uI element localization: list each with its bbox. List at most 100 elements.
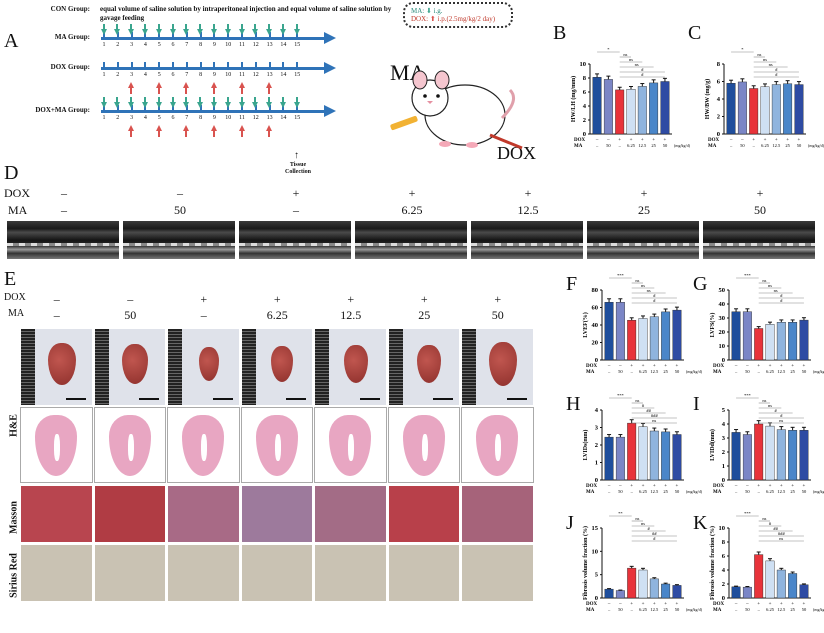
day-tick xyxy=(103,62,105,68)
svg-text:ns: ns xyxy=(635,278,639,283)
echocardiogram-image xyxy=(122,220,236,260)
masson-stain-image xyxy=(93,485,166,543)
d-ma-value: 6.25 xyxy=(401,203,423,217)
svg-text:50: 50 xyxy=(719,287,726,294)
svg-text:30: 30 xyxy=(719,315,726,322)
dox-dose-arrow-icon xyxy=(128,82,135,94)
svg-text:6.25: 6.25 xyxy=(766,369,775,374)
sirius-red-stain-image xyxy=(93,544,166,602)
day-number: 9 xyxy=(212,42,216,48)
day-tick xyxy=(254,32,257,38)
day-number: 12 xyxy=(252,72,259,78)
dox-dose-arrow-icon xyxy=(155,82,162,94)
svg-text:–: – xyxy=(752,143,756,148)
ma-dose-arrow-icon xyxy=(210,24,217,35)
svg-text:3: 3 xyxy=(595,425,599,432)
d-dox-value: + xyxy=(292,186,300,200)
day-tick xyxy=(185,105,188,111)
svg-text:–: – xyxy=(734,364,738,369)
svg-text:+: + xyxy=(803,602,806,607)
day-tick xyxy=(199,105,202,111)
svg-text:12.5: 12.5 xyxy=(650,489,659,494)
day-tick xyxy=(282,32,285,38)
svg-text:+: + xyxy=(769,364,772,369)
svg-text:DOX: DOX xyxy=(713,602,725,607)
svg-text:5: 5 xyxy=(595,572,599,579)
svg-text:+: + xyxy=(676,602,679,607)
svg-text:+: + xyxy=(630,138,633,143)
svg-text:(mg/kg/d): (mg/kg/d) xyxy=(813,369,824,374)
ma-dose-arrow-icon xyxy=(114,24,121,35)
heart-photo xyxy=(20,328,93,406)
legend-ma-route: i.g. xyxy=(433,7,443,15)
con-group-text: equal volume of saline solution by intra… xyxy=(100,5,392,22)
svg-text:+: + xyxy=(664,484,667,489)
dox-dose-arrow-icon xyxy=(210,125,217,137)
svg-text:DOX: DOX xyxy=(586,364,598,369)
heart-specimen xyxy=(122,344,149,384)
svg-text:–: – xyxy=(618,364,622,369)
svg-text:–: – xyxy=(607,484,611,489)
masson-stain-image xyxy=(20,485,93,543)
svg-text:–: – xyxy=(607,607,611,612)
dox-dose-arrow-icon xyxy=(128,125,135,137)
sirius-red-stain-image xyxy=(240,544,313,602)
svg-text:MA: MA xyxy=(586,608,595,613)
svg-text:–: – xyxy=(630,607,634,612)
panel-letter-c: C xyxy=(688,22,702,44)
day-number: 2 xyxy=(116,42,120,48)
day-number: 3 xyxy=(130,42,134,48)
panel-letter-i: I xyxy=(693,393,700,415)
svg-text:ns: ns xyxy=(623,52,627,57)
svg-text:–: – xyxy=(734,484,738,489)
scale-bar xyxy=(212,398,233,400)
tissue-collection-label: Tissue Collection xyxy=(285,162,311,175)
day-number: 4 xyxy=(143,42,147,48)
svg-text:–: – xyxy=(607,489,611,494)
day-tick xyxy=(254,62,257,68)
svg-text:+: + xyxy=(664,138,667,143)
svg-text:6: 6 xyxy=(583,89,587,96)
day-tick xyxy=(241,105,243,111)
echocardiogram-image xyxy=(702,220,816,260)
heart-specimen xyxy=(198,347,219,381)
svg-text:+: + xyxy=(653,602,656,607)
day-number: 14 xyxy=(280,115,287,121)
svg-text:***: *** xyxy=(744,393,752,398)
d-ma-value: 50 xyxy=(174,203,186,217)
day-number: 2 xyxy=(116,72,120,78)
echocardiogram-image xyxy=(6,220,120,260)
svg-text:50: 50 xyxy=(745,369,750,374)
ma-dose-arrow-icon xyxy=(155,97,162,108)
svg-text:+: + xyxy=(641,138,644,143)
ma-dose-arrow-icon xyxy=(238,97,245,108)
d-ma-value: – xyxy=(61,203,67,217)
day-number: 1 xyxy=(102,72,106,78)
scale-bar xyxy=(506,398,527,400)
heart-specimen xyxy=(343,345,368,383)
svg-text:+: + xyxy=(642,484,645,489)
svg-text:–: – xyxy=(734,369,738,374)
he-stain-image xyxy=(93,407,166,483)
ma-dose-arrow-icon xyxy=(141,97,148,108)
svg-text:ns: ns xyxy=(768,283,772,288)
scale-bar xyxy=(433,398,453,400)
svg-text:6.25: 6.25 xyxy=(766,607,775,612)
svg-text:DOX: DOX xyxy=(586,484,598,489)
svg-text:***: *** xyxy=(744,273,752,278)
svg-text:DOX: DOX xyxy=(713,364,725,369)
svg-text:50: 50 xyxy=(663,143,668,148)
svg-text:–: – xyxy=(734,489,738,494)
svg-text:+: + xyxy=(791,484,794,489)
sirius-red-stain-image xyxy=(20,544,93,602)
day-number: 9 xyxy=(212,72,216,78)
d-ma-value: 25 xyxy=(638,203,650,217)
e-dox-value: – xyxy=(127,292,134,306)
svg-text:6.25: 6.25 xyxy=(639,369,648,374)
svg-text:0: 0 xyxy=(722,595,725,602)
svg-text:–: – xyxy=(745,484,749,489)
ma-dose-arrow-icon xyxy=(141,24,148,35)
echocardiogram-image xyxy=(586,220,700,260)
svg-text:80: 80 xyxy=(592,287,599,294)
day-tick xyxy=(268,105,271,111)
